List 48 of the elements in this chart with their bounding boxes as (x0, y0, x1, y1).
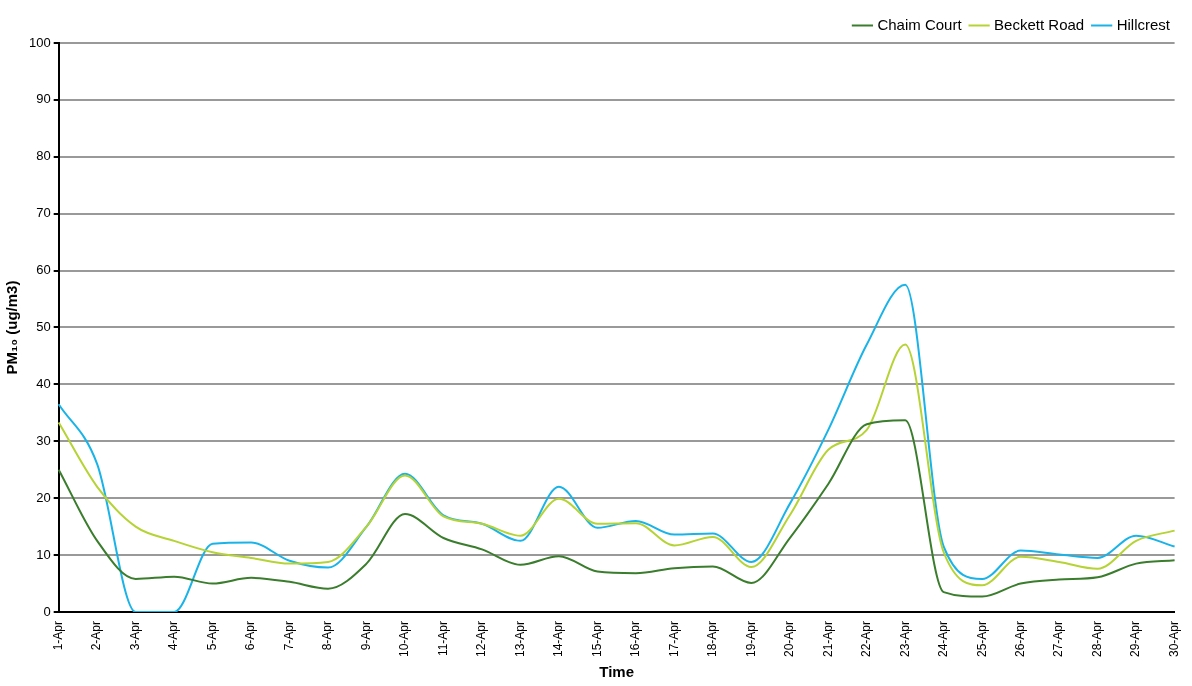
x-tick-label: 7-Apr (281, 620, 296, 651)
y-tick-label: 90 (36, 91, 51, 107)
x-tick-label: 6-Apr (243, 620, 258, 651)
y-tick-label: 50 (36, 319, 51, 335)
y-tick-label: 40 (36, 375, 51, 391)
x-tick-label: 18-Apr (705, 620, 720, 658)
y-tick-label: 80 (36, 148, 51, 164)
x-tick-label: 19-Apr (743, 620, 758, 658)
x-tick-label: 10-Apr (397, 620, 412, 658)
x-tick-label: 22-Apr (859, 620, 874, 658)
legend-label: Beckett Road (994, 15, 1085, 33)
x-tick-label: 17-Apr (666, 620, 681, 658)
x-tick-label: 26-Apr (1012, 620, 1027, 658)
x-tick-label: 15-Apr (589, 620, 604, 658)
x-tick-label: 28-Apr (1089, 620, 1104, 658)
y-tick-label: 0 (43, 603, 51, 619)
x-tick-label: 4-Apr (166, 620, 181, 651)
line-series (57, 343, 1176, 587)
y-tick-label: 10 (36, 546, 51, 562)
x-tick-label: 21-Apr (820, 620, 835, 658)
y-axis-title: PM₁₀ (ug/m3) (3, 280, 21, 375)
x-tick-label: 27-Apr (1051, 620, 1066, 658)
x-tick-label: 9-Apr (358, 620, 373, 651)
x-tick-label: 5-Apr (204, 620, 219, 651)
y-tick-label: 70 (36, 205, 51, 221)
x-tick-label: 8-Apr (320, 620, 335, 651)
line-series (57, 419, 1176, 598)
y-tick-label: 20 (36, 489, 51, 505)
x-tick-label: 13-Apr (512, 620, 527, 658)
x-tick-label: 2-Apr (89, 620, 104, 651)
x-tick-label: 29-Apr (1128, 620, 1143, 658)
x-tick-label: 1-Apr (51, 620, 65, 651)
x-tick-label: 14-Apr (551, 620, 566, 658)
x-tick-label: 24-Apr (936, 620, 951, 658)
x-tick-label: 23-Apr (897, 620, 912, 658)
legend-label: Hillcrest (1116, 15, 1171, 33)
x-tick-label: 16-Apr (628, 620, 643, 658)
y-tick-label: 100 (28, 34, 51, 50)
legend-label: Chaim Court (877, 15, 963, 33)
x-tick-label: 11-Apr (435, 620, 450, 657)
x-tick-label: 3-Apr (127, 620, 142, 651)
x-tick-label: 30-Apr (1166, 620, 1181, 658)
x-tick-label: 12-Apr (474, 620, 489, 658)
x-tick-label: 25-Apr (974, 620, 989, 658)
x-axis-title: Time (599, 663, 635, 681)
y-tick-label: 30 (36, 432, 51, 448)
x-tick-label: 20-Apr (782, 620, 797, 658)
y-tick-label: 60 (36, 262, 51, 278)
